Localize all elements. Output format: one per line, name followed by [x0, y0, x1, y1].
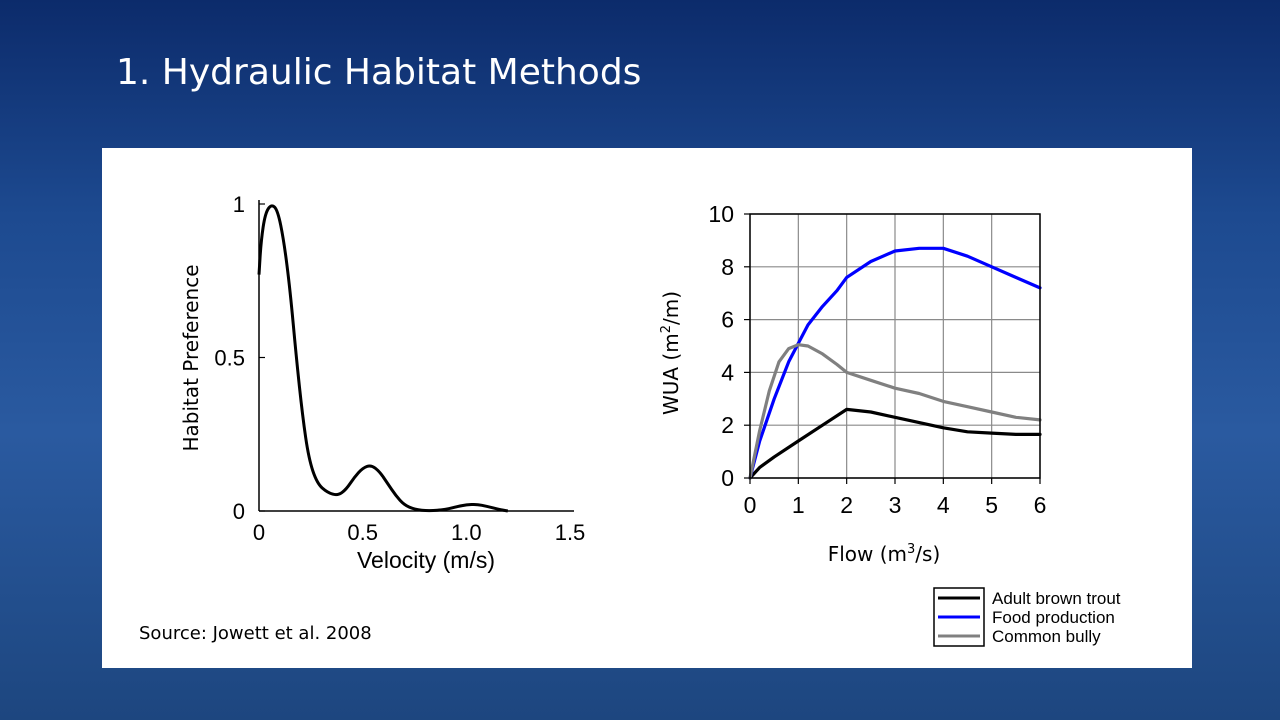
right-x-tick-label: 5	[985, 492, 998, 518]
left-x-tick-label: 0	[253, 520, 265, 545]
figures-svg: 0 0.5 1.0 1.5 0 0.5 1 Velocity (m/s) Habitat P…	[179, 192, 1121, 647]
left-y-axis-label: Habitat Preference	[179, 264, 203, 451]
habitat-preference-curve	[257, 204, 509, 513]
right-x-tick-label: 2	[840, 492, 853, 518]
legend-label-food-production: Food production	[992, 608, 1115, 627]
left-x-tick-label: 0.5	[347, 520, 378, 545]
wua-vs-flow-chart: 0 1 2 3 4 5 6 0 2 4 6 8 10 Flow (m3/s) WUA (m2/m) Ad…	[659, 201, 1121, 647]
right-y-axis-label: WUA (m2/m)	[659, 291, 683, 415]
left-y-tick-label: 1	[233, 192, 245, 217]
right-y-tick-label: 6	[721, 307, 734, 333]
right-y-tick-label: 2	[721, 412, 734, 438]
right-x-tick-label: 0	[744, 492, 757, 518]
slide-title: 1. Hydraulic Habitat Methods	[116, 52, 642, 93]
right-x-tick-label: 3	[889, 492, 902, 518]
right-x-tick-label: 4	[937, 492, 950, 518]
left-x-tick-label: 1.0	[451, 520, 482, 545]
habitat-preference-chart: 0 0.5 1.0 1.5 0 0.5 1 Velocity (m/s) Habitat P…	[179, 192, 585, 573]
source-citation: Source: Jowett et al. 2008	[139, 623, 372, 644]
left-x-tick-label: 1.5	[555, 520, 586, 545]
right-y-tick-label: 10	[708, 201, 734, 227]
left-y-tick-label: 0.5	[214, 346, 245, 371]
left-x-axis-label: Velocity (m/s)	[357, 547, 495, 573]
series-line-common-bully	[748, 343, 1042, 480]
right-x-tick-label: 1	[792, 492, 805, 518]
right-y-tick-label: 4	[721, 359, 734, 385]
series-line-food-production	[748, 246, 1042, 480]
right-x-axis-label: Flow (m3/s)	[828, 542, 941, 566]
right-y-tick-label: 8	[721, 254, 734, 280]
legend-label-adult-brown-trout: Adult brown trout	[992, 589, 1121, 608]
right-x-tick-label: 6	[1034, 492, 1047, 518]
right-y-tick-label: 0	[721, 465, 734, 491]
figure-panel: 0 0.5 1.0 1.5 0 0.5 1 Velocity (m/s) Habitat P…	[102, 148, 1192, 668]
left-y-tick-label: 0	[233, 499, 245, 524]
series-line-adult-brown-trout	[748, 407, 1042, 480]
legend-label-common-bully: Common bully	[992, 627, 1101, 646]
